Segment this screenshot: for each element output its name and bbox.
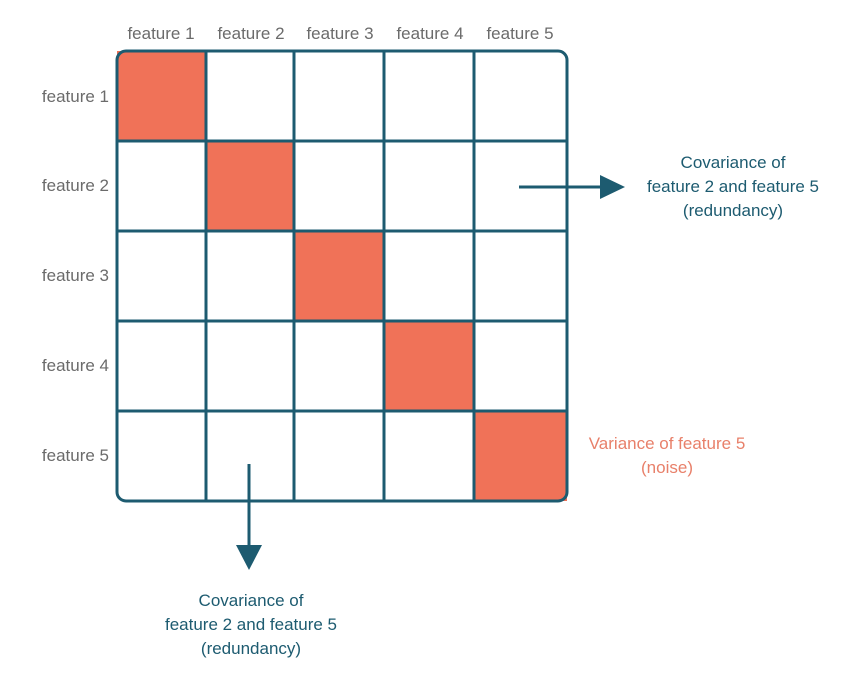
matrix-grid	[115, 49, 569, 503]
matrix-border	[115, 49, 569, 503]
column-label-feature-2: feature 2	[217, 24, 284, 43]
diagonal-cells	[117, 51, 567, 501]
arrow-right-head	[600, 175, 625, 199]
right-covariance-line-2: feature 2 and feature 5	[647, 177, 819, 196]
column-label-feature-3: feature 3	[306, 24, 373, 43]
right-covariance-line-3: (redundancy)	[683, 201, 783, 220]
diagonal-cell-2	[206, 141, 294, 231]
bottom-covariance-annotation: Covariance of feature 2 and feature 5 (r…	[165, 591, 337, 658]
bottom-covariance-line-2: feature 2 and feature 5	[165, 615, 337, 634]
variance-line-2: (noise)	[641, 458, 693, 477]
diagonal-cell-3	[294, 231, 384, 321]
arrow-right-icon	[519, 175, 625, 199]
bottom-covariance-line-1: Covariance of	[199, 591, 304, 610]
column-label-feature-1: feature 1	[127, 24, 194, 43]
right-covariance-line-1: Covariance of	[681, 153, 786, 172]
variance-annotation: Variance of feature 5 (noise)	[589, 434, 746, 477]
row-label-feature-3: feature 3	[42, 266, 109, 285]
column-label-feature-5: feature 5	[486, 24, 553, 43]
row-label-feature-4: feature 4	[42, 356, 109, 375]
right-covariance-annotation: Covariance of feature 2 and feature 5 (r…	[647, 153, 819, 220]
arrow-down-icon	[236, 464, 262, 570]
arrow-down-head	[236, 545, 262, 570]
row-label-feature-5: feature 5	[42, 446, 109, 465]
row-label-feature-2: feature 2	[42, 176, 109, 195]
variance-line-1: Variance of feature 5	[589, 434, 746, 453]
diagonal-cell-1	[117, 51, 206, 141]
diagonal-cell-5	[474, 411, 567, 501]
column-label-feature-4: feature 4	[396, 24, 463, 43]
row-label-feature-1: feature 1	[42, 87, 109, 106]
bottom-covariance-line-3: (redundancy)	[201, 639, 301, 658]
diagonal-cell-4	[384, 321, 474, 411]
